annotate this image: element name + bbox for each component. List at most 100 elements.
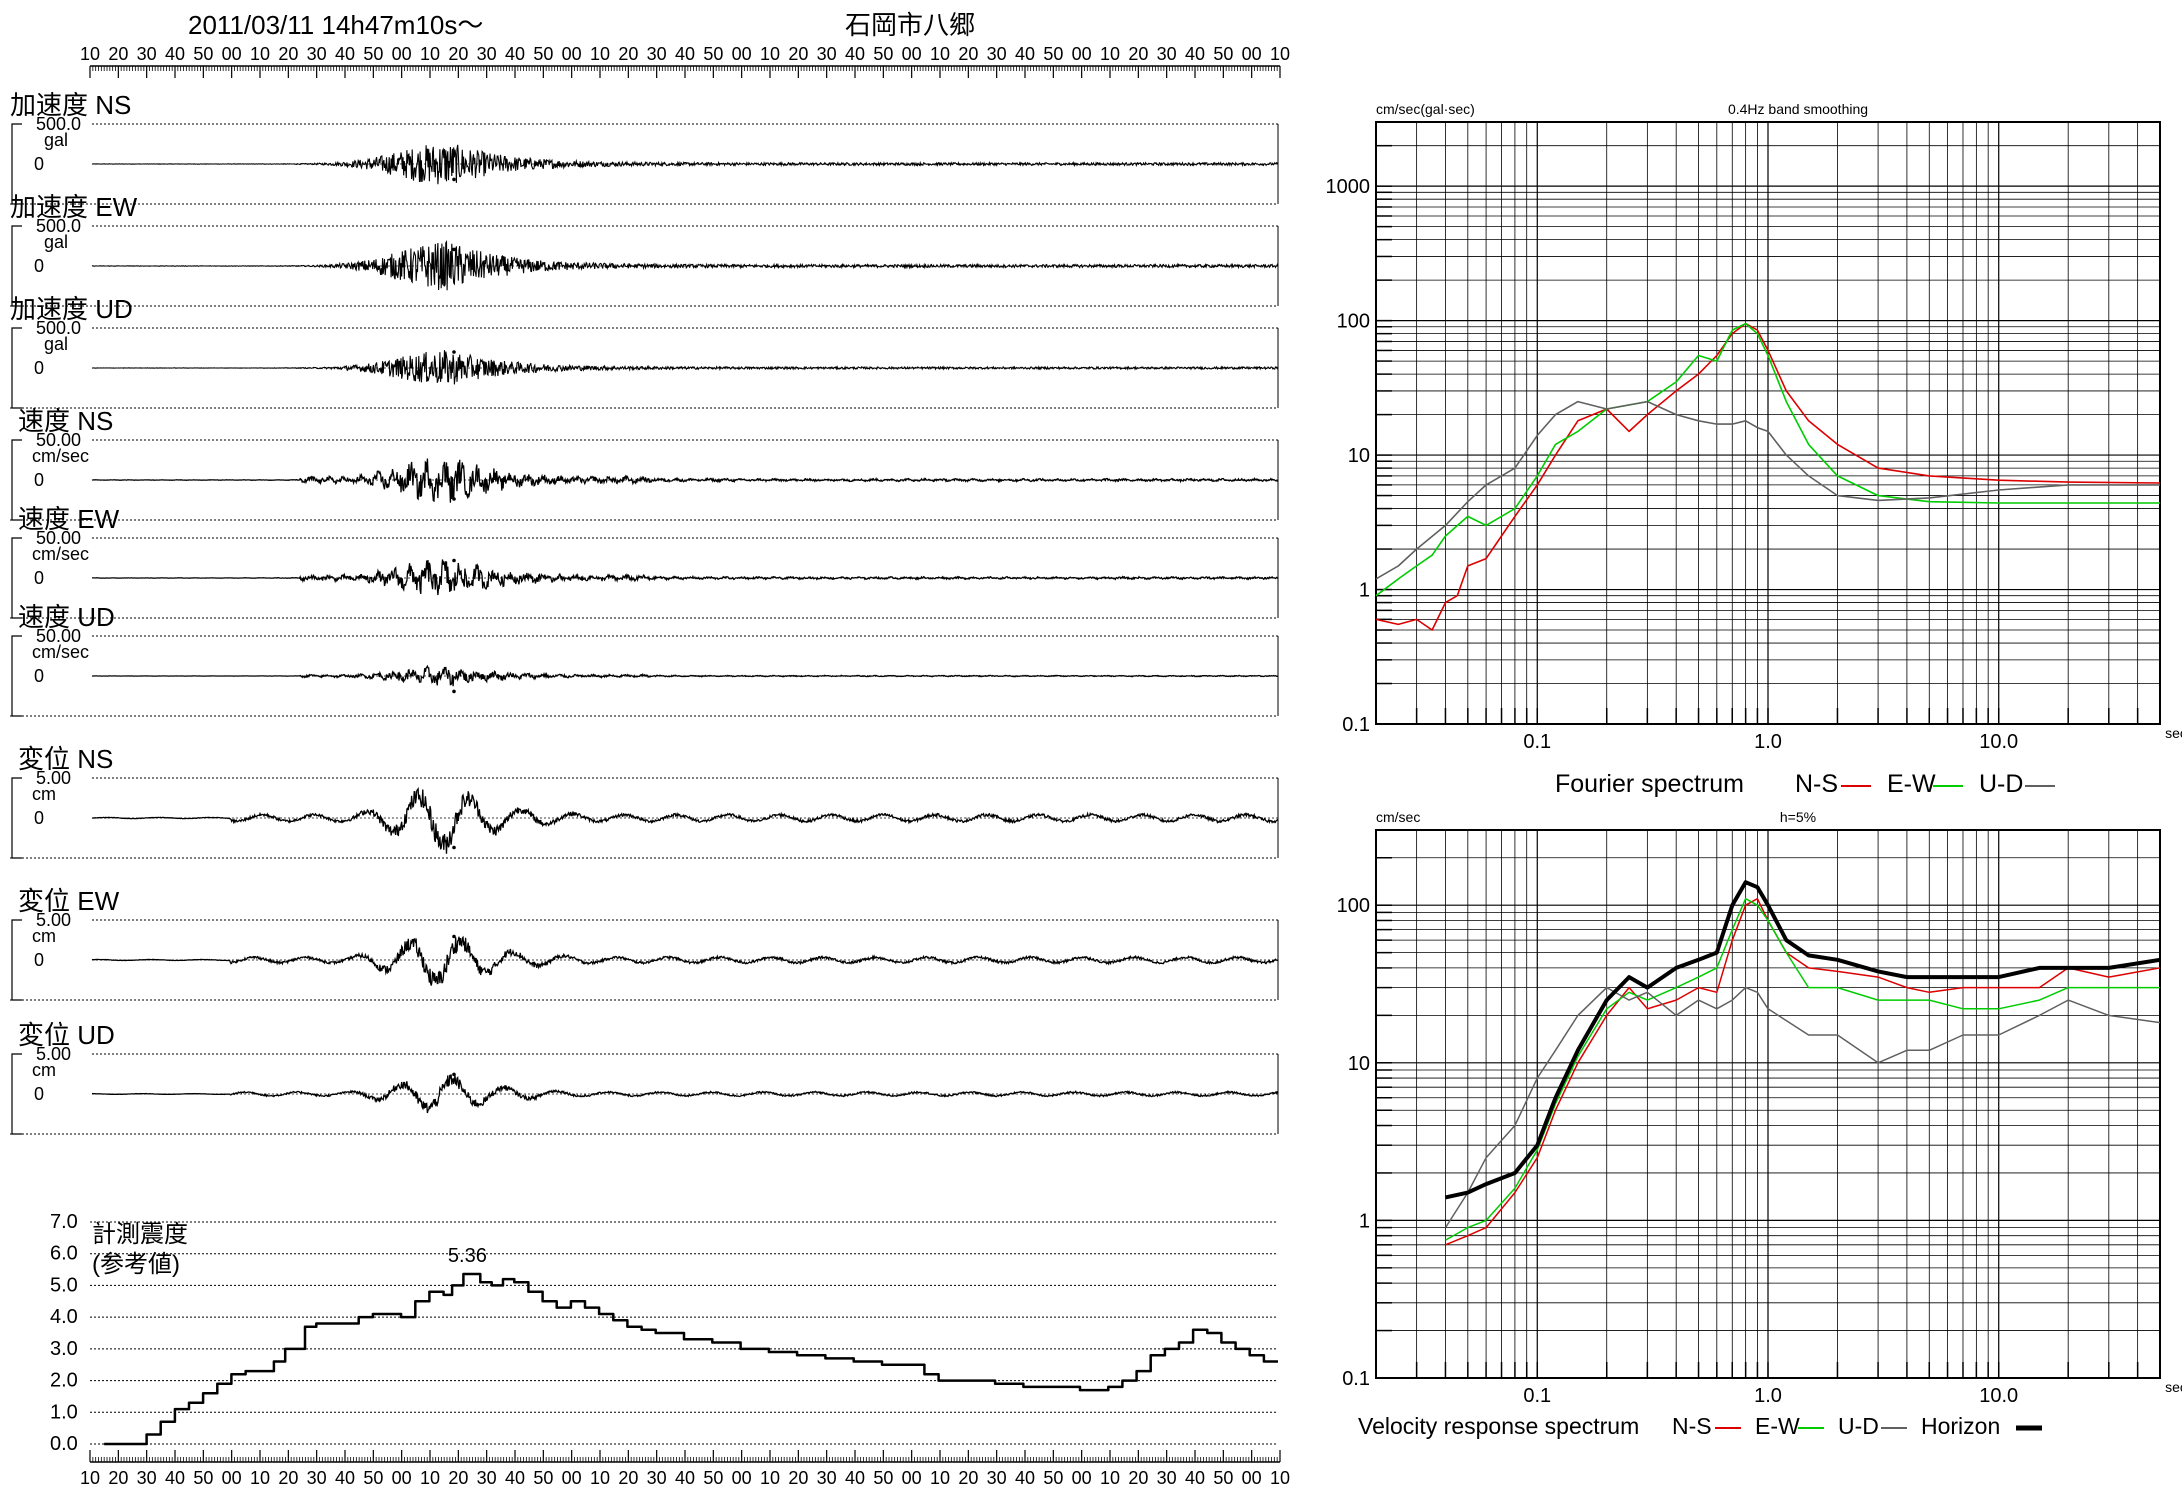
trace — [92, 937, 1278, 986]
legend-item-u-d: U-D — [1979, 770, 2023, 798]
spectrum-xunit: sec — [2165, 1379, 2182, 1395]
spectrum-ytick-label: 100 — [1337, 895, 1370, 917]
peak-marker — [452, 1073, 456, 1077]
unit-label: gal — [44, 334, 68, 354]
top-time-label: 00 — [222, 44, 242, 64]
top-time-label: 10 — [930, 44, 950, 64]
top-time-label: 40 — [1015, 44, 1035, 64]
top-time-label: 40 — [335, 44, 355, 64]
bottom-time-label: 40 — [1185, 1468, 1205, 1488]
top-time-label: 10 — [420, 44, 440, 64]
bottom-time-label: 50 — [873, 1468, 893, 1488]
zero-label: 0 — [34, 950, 44, 970]
trace — [92, 459, 1278, 503]
top-time-label: 10 — [1100, 44, 1120, 64]
top-time-label: 00 — [392, 44, 412, 64]
bottom-time-label: 20 — [788, 1468, 808, 1488]
unit-label: cm — [32, 1060, 56, 1080]
peak-marker — [452, 248, 456, 252]
unit-label: cm/sec — [32, 446, 89, 466]
bottom-time-label: 30 — [817, 1468, 837, 1488]
legend-item-e-w: E-W — [1755, 1413, 1800, 1439]
bottom-time-label: 10 — [1270, 1468, 1290, 1488]
unit-label: cm/sec — [32, 544, 89, 564]
bottom-time-label: 30 — [307, 1468, 327, 1488]
bottom-time-label: 10 — [1100, 1468, 1120, 1488]
bottom-time-label: 50 — [193, 1468, 213, 1488]
zero-label: 0 — [34, 154, 44, 174]
spectrum-ytick-label: 10 — [1348, 445, 1370, 467]
bottom-time-label: 40 — [505, 1468, 525, 1488]
intensity-ytick-label: 3.0 — [50, 1338, 78, 1360]
top-time-label: 20 — [618, 44, 638, 64]
bottom-time-label: 40 — [675, 1468, 695, 1488]
intensity-ytick-label: 4.0 — [50, 1306, 78, 1328]
bottom-time-label: 00 — [1242, 1468, 1262, 1488]
top-time-label: 20 — [448, 44, 468, 64]
bottom-time-label: 30 — [137, 1468, 157, 1488]
top-time-label: 30 — [647, 44, 667, 64]
trace — [92, 789, 1278, 854]
record-datetime: 2011/03/11 14h47m10s〜 — [188, 10, 483, 40]
legend-item-u-d: U-D — [1838, 1413, 1879, 1439]
station-name: 石岡市八郷 — [845, 10, 975, 40]
spectrum-ytick-label: 10 — [1348, 1053, 1370, 1075]
bottom-time-label: 50 — [1043, 1468, 1063, 1488]
intensity-series-line — [104, 1274, 1278, 1444]
bottom-time-label: 20 — [278, 1468, 298, 1488]
top-time-label: 10 — [590, 44, 610, 64]
zero-label: 0 — [34, 666, 44, 686]
trace — [92, 560, 1278, 596]
bottom-time-label: 00 — [392, 1468, 412, 1488]
unit-label: gal — [44, 130, 68, 150]
trace — [92, 350, 1278, 384]
intensity-ytick-label: 7.0 — [50, 1211, 78, 1233]
top-time-label: 50 — [873, 44, 893, 64]
legend-item-n-s: N-S — [1795, 770, 1838, 798]
top-time-label: 40 — [675, 44, 695, 64]
trace — [92, 666, 1278, 686]
unit-label: cm/sec — [32, 642, 89, 662]
bottom-time-label: 40 — [335, 1468, 355, 1488]
spectrum-ytick-label: 1000 — [1326, 176, 1371, 198]
bottom-time-label: 10 — [420, 1468, 440, 1488]
peak-marker — [452, 559, 456, 563]
top-time-label: 10 — [760, 44, 780, 64]
spectrum-xtick-label: 10.0 — [1979, 731, 2018, 753]
bottom-time-label: 40 — [845, 1468, 865, 1488]
top-time-label: 40 — [1185, 44, 1205, 64]
bottom-time-label: 40 — [1015, 1468, 1035, 1488]
intensity-subtitle: (参考値) — [92, 1251, 180, 1278]
bottom-time-label: 50 — [363, 1468, 383, 1488]
bottom-time-label: 20 — [618, 1468, 638, 1488]
peak-marker — [452, 178, 456, 182]
zero-label: 0 — [34, 808, 44, 828]
spectrum-ytick-label: 0.1 — [1342, 714, 1370, 736]
unit-label: cm — [32, 784, 56, 804]
zero-label: 0 — [34, 1084, 44, 1104]
legend-item-n-s: N-S — [1672, 1413, 1712, 1439]
spectrum-ytick-label: 0.1 — [1342, 1368, 1370, 1390]
top-time-label: 50 — [1213, 44, 1233, 64]
intensity-ytick-label: 1.0 — [50, 1401, 78, 1423]
top-time-label: 20 — [278, 44, 298, 64]
top-time-label: 00 — [562, 44, 582, 64]
top-time-label: 00 — [1072, 44, 1092, 64]
bottom-time-label: 00 — [902, 1468, 922, 1488]
panel-bracket — [12, 328, 22, 408]
top-time-label: 50 — [363, 44, 383, 64]
spectrum-ytick-label: 1 — [1359, 580, 1370, 602]
bottom-time-label: 10 — [80, 1468, 100, 1488]
panel-bracket — [12, 778, 22, 858]
spectrum-xunit: sec — [2165, 725, 2182, 741]
bottom-time-label: 20 — [448, 1468, 468, 1488]
